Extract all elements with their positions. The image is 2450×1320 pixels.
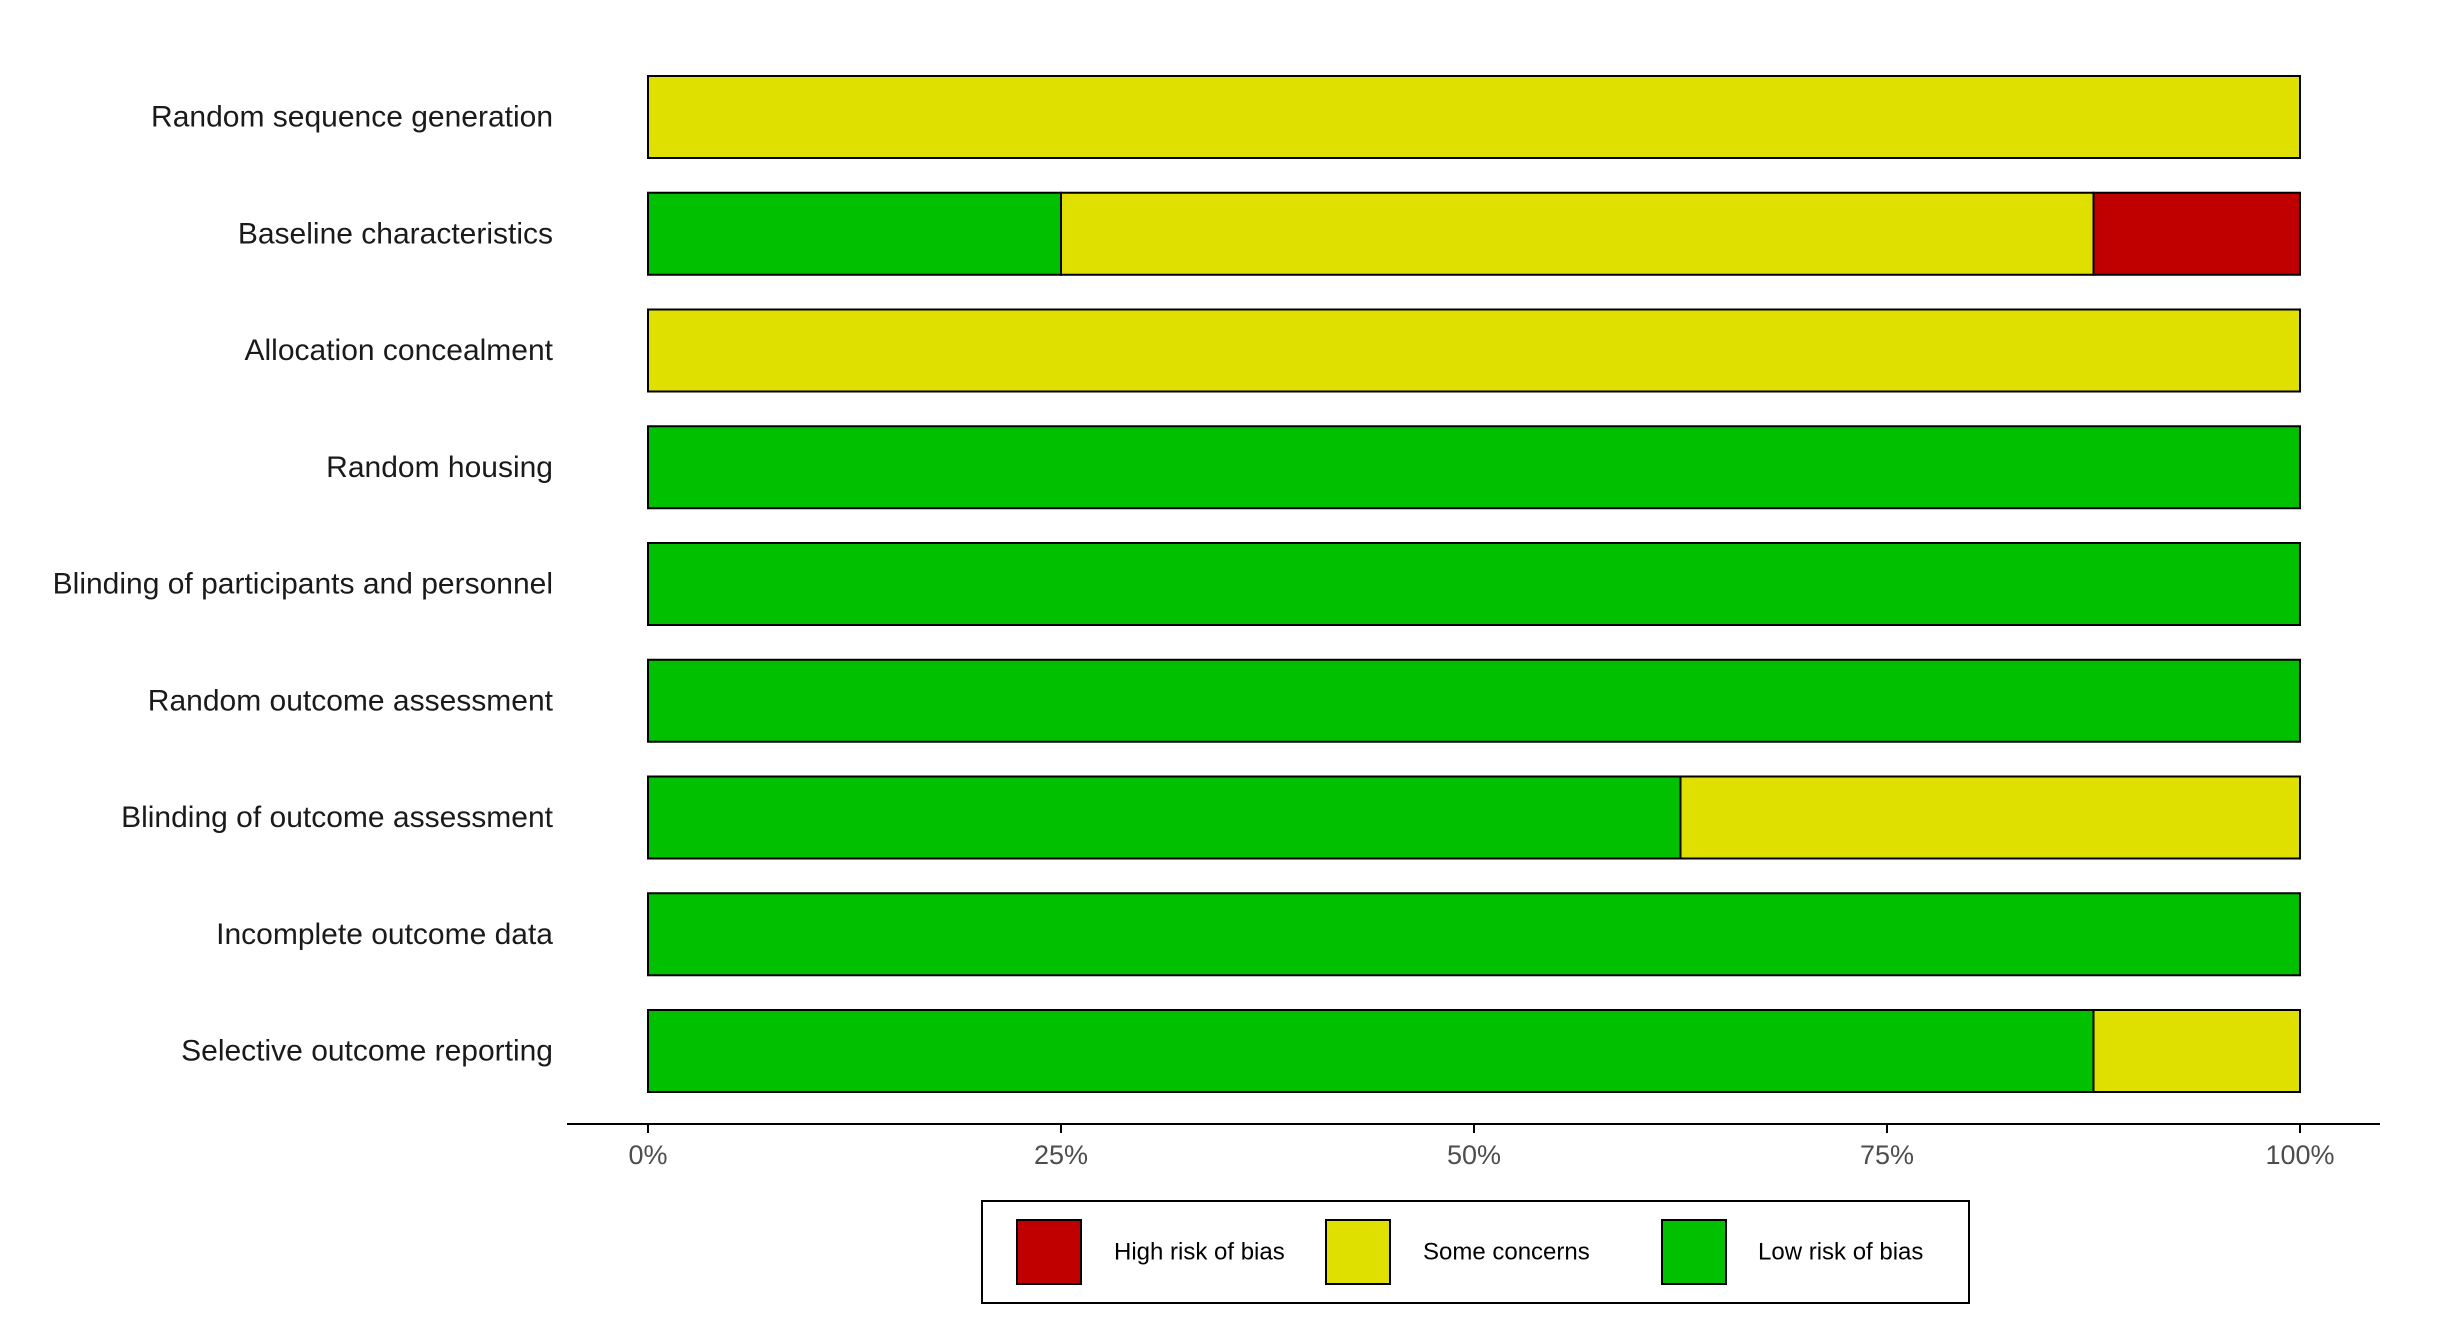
category-label: Blinding of participants and personnel — [53, 568, 553, 601]
category-label: Random sequence generation — [151, 101, 553, 134]
bar-segment-low — [647, 1009, 2095, 1093]
legend-swatch-high — [1016, 1219, 1082, 1285]
bar-segment-low — [647, 658, 2301, 743]
category-label: Selective outcome reporting — [181, 1035, 553, 1068]
legend-box — [981, 1200, 1970, 1304]
category-label: Random outcome assessment — [148, 684, 554, 717]
bar-segment-some — [2092, 1009, 2301, 1093]
x-tick-label: 50% — [1447, 1140, 1501, 1170]
bar-segment-some — [1060, 191, 2095, 276]
category-label: Random housing — [326, 451, 553, 484]
bar-segment-low — [647, 425, 2301, 510]
bar-segment-some — [647, 75, 2301, 159]
legend-swatch-low — [1661, 1219, 1727, 1285]
legend-label-some: Some concerns — [1423, 1239, 1590, 1266]
x-tick-label: 100% — [2265, 1140, 2334, 1170]
category-label: Incomplete outcome data — [216, 918, 553, 951]
bar-segment-high — [2092, 191, 2301, 276]
x-tick-label: 0% — [628, 1140, 667, 1170]
category-label: Blinding of outcome assessment — [121, 801, 554, 834]
x-tick-label: 75% — [1860, 1140, 1914, 1170]
bar-segment-low — [647, 892, 2301, 977]
bar-segment-some — [647, 308, 2301, 393]
category-label: Allocation concealment — [244, 334, 553, 367]
x-axis: 0% 25% 50% 75% 100% — [567, 1123, 2380, 1170]
bar-segment-low — [647, 191, 1062, 276]
x-tick-label: 25% — [1034, 1140, 1088, 1170]
legend: High risk of bias Some concerns Low risk o… — [981, 1200, 1970, 1304]
bar-segment-some — [1679, 775, 2301, 860]
legend-swatch-some — [1325, 1219, 1391, 1285]
bars — [647, 75, 2301, 1093]
bar-segment-low — [647, 775, 1682, 860]
legend-label-low: Low risk of bias — [1758, 1239, 1923, 1266]
category-labels: Random sequence generation Baseline chara… — [53, 101, 554, 1068]
category-label: Baseline characteristics — [238, 217, 553, 250]
legend-label-high: High risk of bias — [1114, 1239, 1285, 1266]
bar-segment-low — [647, 542, 2301, 626]
